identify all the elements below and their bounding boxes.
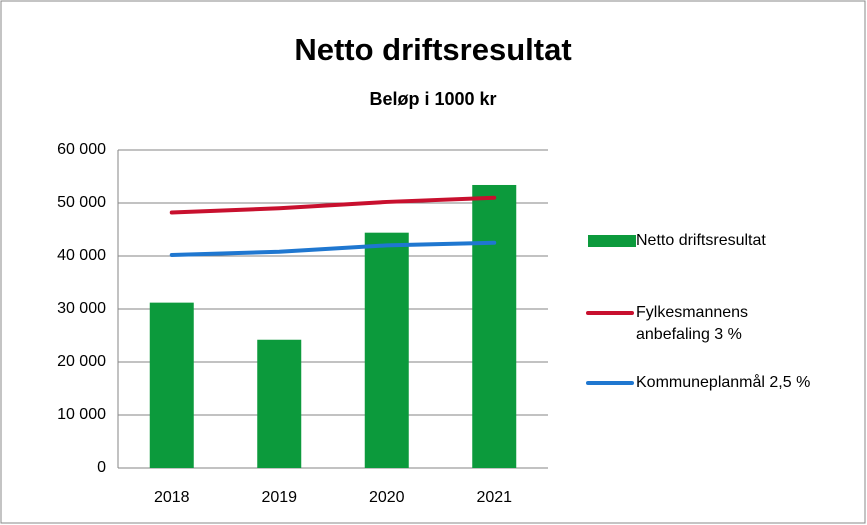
y-tick-label: 30 000: [57, 300, 106, 317]
legend-label: Kommuneplanmål 2,5 %: [636, 374, 811, 391]
y-tick-label: 60 000: [57, 141, 106, 158]
line: [169, 240, 497, 257]
x-tick-label: 2021: [476, 489, 512, 506]
bar: [472, 184, 517, 469]
legend-label: Fylkesmannens anbefaling 3 %: [636, 304, 749, 343]
bar: [149, 302, 194, 468]
x-tick-label: 2018: [154, 489, 190, 506]
chart-title: Netto driftsresultat: [294, 32, 571, 67]
chart-subtitle: Beløp i 1000 kr: [369, 89, 496, 109]
y-tick-label: 20 000: [57, 353, 106, 370]
bar: [257, 339, 302, 468]
x-tick-label: 2020: [369, 489, 405, 506]
y-tick-label: 10 000: [57, 406, 106, 423]
bar: [364, 232, 409, 468]
y-tick-label: 40 000: [57, 247, 106, 264]
x-tick-label: 2019: [261, 489, 297, 506]
legend-label: Netto driftsresultat: [636, 232, 766, 249]
line: [169, 195, 497, 215]
legend-swatch: [588, 235, 636, 247]
y-tick-label: 50 000: [57, 194, 106, 211]
y-tick-label: 0: [97, 459, 106, 476]
